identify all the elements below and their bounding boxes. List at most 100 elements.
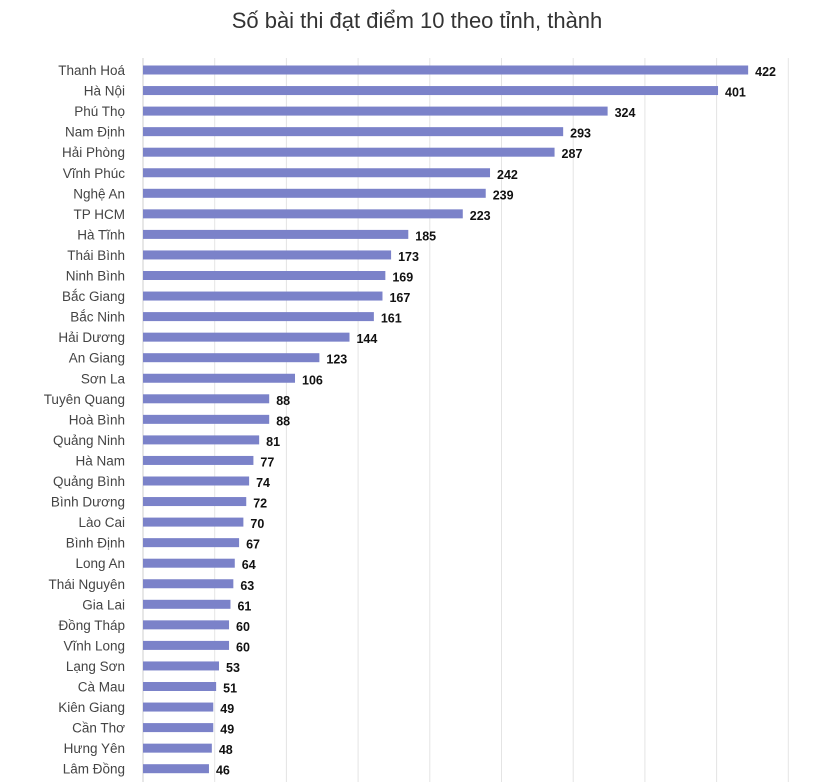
- bar: [143, 291, 383, 301]
- bar: [143, 250, 392, 260]
- bar: [143, 188, 486, 198]
- value-label: 64: [242, 558, 256, 572]
- bar: [143, 764, 209, 774]
- value-label: 72: [253, 497, 267, 511]
- bar: [143, 271, 386, 280]
- bar: [143, 682, 217, 691]
- category-label: Thái Bình: [67, 248, 125, 263]
- bar: [143, 599, 231, 609]
- bar: [143, 661, 220, 671]
- bar: [143, 394, 270, 404]
- value-label: 49: [220, 702, 234, 716]
- category-label: Hà Nội: [84, 84, 125, 99]
- value-label: 48: [219, 743, 233, 757]
- value-label: 324: [615, 106, 636, 120]
- value-label: 223: [470, 209, 491, 223]
- value-label: 74: [256, 476, 270, 490]
- bar: [143, 455, 254, 465]
- category-label: Hà Tĩnh: [77, 227, 125, 242]
- value-label: 60: [236, 640, 250, 654]
- bar: [143, 497, 247, 507]
- value-label: 242: [497, 168, 518, 182]
- bar: [143, 353, 320, 363]
- bar: [143, 312, 374, 322]
- value-label: 169: [392, 271, 413, 285]
- category-label: Bắc Giang: [62, 289, 125, 304]
- category-label: Quảng Ninh: [53, 433, 125, 448]
- chart-title: Số bài thi đạt điểm 10 theo tỉnh, thành: [231, 8, 603, 33]
- bar: [143, 168, 491, 178]
- category-label: An Giang: [69, 351, 125, 366]
- category-label: Đồng Tháp: [58, 618, 125, 633]
- category-label: Nam Định: [65, 125, 125, 140]
- value-label: 67: [246, 538, 260, 552]
- category-label: Vĩnh Phúc: [63, 166, 126, 181]
- value-label: 287: [562, 147, 583, 161]
- category-label: Thanh Hoá: [58, 63, 125, 78]
- value-label: 60: [236, 620, 250, 634]
- value-label: 185: [415, 229, 436, 243]
- value-label: 88: [276, 414, 290, 428]
- category-label: Quảng Bình: [53, 474, 125, 489]
- bar: [143, 579, 234, 589]
- value-label: 293: [570, 127, 591, 141]
- category-label: Phú Thọ: [74, 104, 125, 119]
- bars: [143, 65, 749, 774]
- value-label: 88: [276, 394, 290, 408]
- category-label: Hải Dương: [58, 330, 125, 345]
- bar: [143, 332, 350, 342]
- category-label: TP HCM: [73, 207, 125, 222]
- bar: [143, 65, 749, 75]
- category-label: Thái Nguyên: [48, 577, 125, 592]
- bar: [143, 558, 235, 568]
- category-label: Long An: [75, 556, 125, 571]
- bar: [143, 414, 270, 424]
- value-label: 144: [356, 332, 377, 346]
- bar: [143, 106, 608, 116]
- value-label: 77: [260, 455, 274, 469]
- value-label: 422: [755, 65, 776, 79]
- value-label: 46: [216, 764, 230, 778]
- bar: [143, 743, 212, 753]
- value-label: 53: [226, 661, 240, 675]
- bar: [143, 435, 260, 445]
- category-label: Vĩnh Long: [63, 638, 125, 653]
- category-label: Cà Mau: [78, 680, 125, 695]
- bar: [143, 127, 564, 137]
- value-label: 167: [389, 291, 410, 305]
- bar: [143, 229, 409, 239]
- category-label: Bắc Ninh: [70, 310, 125, 325]
- category-label: Hoà Bình: [69, 412, 125, 427]
- value-label: 123: [326, 353, 347, 367]
- category-label: Nghệ An: [73, 186, 125, 201]
- category-label: Lạng Sơn: [66, 659, 125, 674]
- value-label: 49: [220, 723, 234, 737]
- category-label: Cần Thơ: [72, 721, 125, 736]
- bar: [143, 702, 214, 712]
- category-label: Gia Lai: [82, 597, 125, 612]
- category-label: Lâm Đồng: [63, 762, 125, 777]
- bar: [143, 723, 214, 733]
- value-label: 70: [250, 517, 264, 531]
- category-label: Hải Phòng: [62, 145, 125, 160]
- category-label: Hưng Yên: [64, 741, 125, 756]
- value-label: 63: [240, 579, 254, 593]
- category-label: Lào Cai: [78, 515, 125, 530]
- bar: [143, 209, 463, 219]
- category-label: Sơn La: [81, 371, 126, 386]
- category-label: Hà Nam: [75, 453, 125, 468]
- bar: [143, 517, 244, 527]
- category-label: Bình Định: [66, 536, 125, 551]
- bar: [143, 476, 250, 486]
- value-label: 239: [493, 188, 514, 202]
- value-label: 81: [266, 435, 280, 449]
- bar: [143, 538, 240, 548]
- category-label: Bình Dương: [51, 495, 125, 510]
- value-label: 173: [398, 250, 419, 264]
- category-label: Kiên Giang: [58, 700, 125, 715]
- bar: [143, 620, 230, 630]
- value-label: 51: [223, 682, 237, 696]
- value-label: 106: [302, 373, 323, 387]
- value-label: 61: [237, 599, 251, 613]
